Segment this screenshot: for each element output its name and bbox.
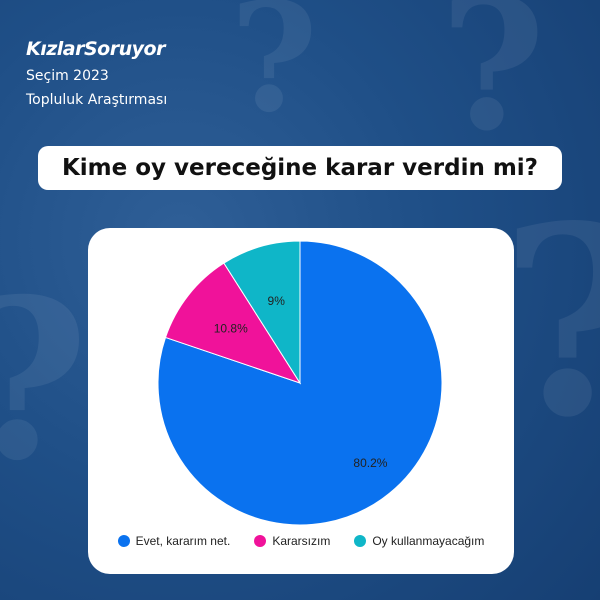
chart-title: Kime oy vereceğine karar verdin mi?	[38, 146, 562, 190]
chart-card: 80.2% 10.8% 9% Evet, kararım net. Kararsızı…	[88, 228, 514, 574]
legend-item: Oy kullanmayacağım	[354, 534, 484, 548]
legend-swatch	[117, 535, 130, 547]
question-mark-decoration: ?	[0, 250, 89, 509]
subtitle: Seçim 2023	[26, 68, 109, 84]
kizlarsoruyor-logo: KızlarSoruyor	[26, 38, 165, 60]
pie-chart: 80.2% 10.8% 9%	[157, 240, 443, 526]
pie-slice-2	[223, 240, 301, 385]
legend-swatch	[254, 535, 267, 547]
question-mark-decoration: ?	[440, 0, 546, 171]
question-mark-decoration: ?	[500, 170, 600, 475]
data-label-0: 80.2%	[353, 456, 387, 470]
legend: Evet, kararım net. Kararsızım Oy kullanmay…	[88, 534, 514, 548]
subtitle-survey: Topluluk Araştırması	[26, 92, 168, 108]
data-label-1: 10.8%	[214, 322, 248, 336]
legend-label: Oy kullanmayacağım	[372, 534, 485, 548]
question-mark-decoration: ?	[230, 0, 318, 146]
legend-label: Kararsızım	[272, 534, 331, 548]
legend-swatch	[354, 535, 367, 547]
legend-label: Evet, kararım net.	[135, 534, 231, 548]
legend-item: Evet, kararım net.	[117, 534, 231, 548]
data-label-2: 9%	[268, 294, 286, 308]
pie-slice-1	[164, 262, 302, 384]
legend-item: Kararsızım	[254, 534, 330, 548]
